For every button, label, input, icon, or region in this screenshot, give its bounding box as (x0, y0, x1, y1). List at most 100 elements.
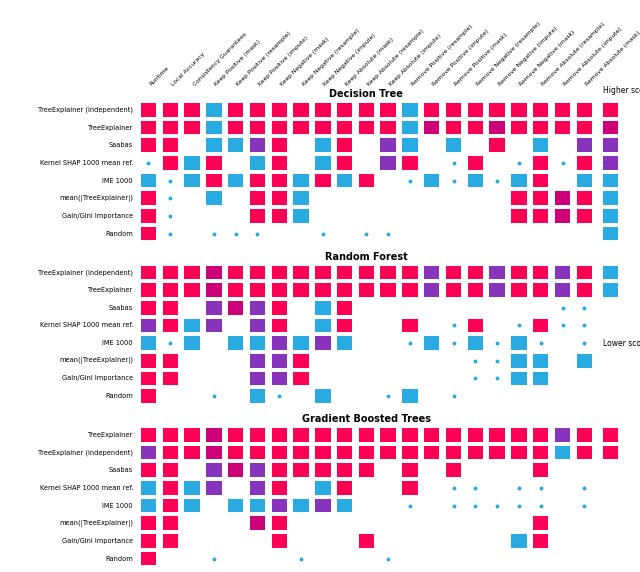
FancyBboxPatch shape (446, 446, 461, 459)
FancyBboxPatch shape (141, 463, 156, 477)
FancyBboxPatch shape (250, 389, 265, 403)
FancyBboxPatch shape (271, 354, 287, 368)
FancyBboxPatch shape (141, 534, 156, 548)
FancyBboxPatch shape (206, 301, 221, 315)
FancyBboxPatch shape (184, 121, 200, 134)
FancyBboxPatch shape (315, 481, 330, 495)
FancyBboxPatch shape (271, 191, 287, 205)
FancyBboxPatch shape (293, 354, 308, 368)
FancyBboxPatch shape (337, 174, 352, 188)
FancyBboxPatch shape (337, 121, 352, 134)
FancyBboxPatch shape (424, 283, 440, 297)
FancyBboxPatch shape (141, 481, 156, 495)
FancyBboxPatch shape (403, 319, 418, 332)
FancyBboxPatch shape (381, 121, 396, 134)
FancyBboxPatch shape (271, 174, 287, 188)
FancyBboxPatch shape (315, 428, 330, 442)
FancyBboxPatch shape (533, 534, 548, 548)
FancyBboxPatch shape (603, 174, 618, 188)
FancyBboxPatch shape (403, 103, 418, 117)
FancyBboxPatch shape (293, 209, 308, 223)
FancyBboxPatch shape (446, 103, 461, 117)
FancyBboxPatch shape (603, 209, 618, 223)
Text: Gain/Gini Importance: Gain/Gini Importance (62, 538, 133, 544)
FancyBboxPatch shape (250, 354, 265, 368)
FancyBboxPatch shape (446, 121, 461, 134)
FancyBboxPatch shape (141, 319, 156, 332)
FancyBboxPatch shape (141, 138, 156, 152)
FancyBboxPatch shape (293, 463, 308, 477)
Text: Gradient Boosted Trees: Gradient Boosted Trees (302, 414, 431, 424)
FancyBboxPatch shape (511, 283, 527, 297)
FancyBboxPatch shape (337, 499, 352, 513)
FancyBboxPatch shape (403, 156, 418, 170)
FancyBboxPatch shape (141, 103, 156, 117)
Text: Gain/Gini Importance: Gain/Gini Importance (62, 213, 133, 219)
FancyBboxPatch shape (358, 103, 374, 117)
FancyBboxPatch shape (141, 227, 156, 240)
FancyBboxPatch shape (533, 138, 548, 152)
Text: TreeExplainer (independent): TreeExplainer (independent) (38, 106, 133, 113)
FancyBboxPatch shape (293, 499, 308, 513)
FancyBboxPatch shape (293, 283, 308, 297)
FancyBboxPatch shape (250, 336, 265, 350)
FancyBboxPatch shape (184, 499, 200, 513)
FancyBboxPatch shape (337, 446, 352, 459)
FancyBboxPatch shape (358, 446, 374, 459)
FancyBboxPatch shape (163, 534, 178, 548)
Text: Lower score: Lower score (603, 339, 640, 348)
FancyBboxPatch shape (468, 336, 483, 350)
FancyBboxPatch shape (337, 301, 352, 315)
FancyBboxPatch shape (228, 138, 243, 152)
FancyBboxPatch shape (250, 209, 265, 223)
FancyBboxPatch shape (163, 103, 178, 117)
Text: Remove Absolute (mask): Remove Absolute (mask) (584, 30, 640, 87)
FancyBboxPatch shape (381, 103, 396, 117)
FancyBboxPatch shape (533, 121, 548, 134)
Text: Remove Negative (impute): Remove Negative (impute) (497, 26, 558, 87)
FancyBboxPatch shape (271, 481, 287, 495)
FancyBboxPatch shape (315, 174, 330, 188)
FancyBboxPatch shape (577, 174, 592, 188)
FancyBboxPatch shape (490, 138, 505, 152)
FancyBboxPatch shape (381, 138, 396, 152)
FancyBboxPatch shape (555, 428, 570, 442)
FancyBboxPatch shape (603, 265, 618, 279)
FancyBboxPatch shape (184, 446, 200, 459)
FancyBboxPatch shape (337, 283, 352, 297)
FancyBboxPatch shape (555, 265, 570, 279)
Text: Keep Absolute (resample): Keep Absolute (resample) (366, 29, 425, 87)
FancyBboxPatch shape (315, 121, 330, 134)
FancyBboxPatch shape (555, 103, 570, 117)
FancyBboxPatch shape (184, 265, 200, 279)
FancyBboxPatch shape (141, 446, 156, 459)
Text: Remove Positive (resample): Remove Positive (resample) (410, 23, 473, 87)
FancyBboxPatch shape (603, 428, 618, 442)
Text: Gain/Gini Importance: Gain/Gini Importance (62, 375, 133, 382)
Text: Remove Negative (mask): Remove Negative (mask) (519, 29, 577, 87)
FancyBboxPatch shape (228, 463, 243, 477)
Text: Keep Positive (resample): Keep Positive (resample) (236, 30, 292, 87)
Text: Remove Absolute (resample): Remove Absolute (resample) (541, 22, 606, 87)
FancyBboxPatch shape (468, 446, 483, 459)
FancyBboxPatch shape (250, 371, 265, 386)
FancyBboxPatch shape (163, 319, 178, 332)
FancyBboxPatch shape (206, 174, 221, 188)
FancyBboxPatch shape (250, 283, 265, 297)
FancyBboxPatch shape (163, 446, 178, 459)
FancyBboxPatch shape (271, 499, 287, 513)
FancyBboxPatch shape (446, 463, 461, 477)
FancyBboxPatch shape (555, 283, 570, 297)
FancyBboxPatch shape (250, 319, 265, 332)
FancyBboxPatch shape (250, 191, 265, 205)
FancyBboxPatch shape (141, 354, 156, 368)
FancyBboxPatch shape (337, 336, 352, 350)
FancyBboxPatch shape (511, 121, 527, 134)
FancyBboxPatch shape (490, 428, 505, 442)
FancyBboxPatch shape (228, 446, 243, 459)
FancyBboxPatch shape (271, 209, 287, 223)
Text: TreeExplainer: TreeExplainer (88, 432, 133, 438)
FancyBboxPatch shape (315, 265, 330, 279)
Text: Remove Negative (resample): Remove Negative (resample) (476, 21, 541, 87)
Text: TreeExplainer (independent): TreeExplainer (independent) (38, 450, 133, 456)
